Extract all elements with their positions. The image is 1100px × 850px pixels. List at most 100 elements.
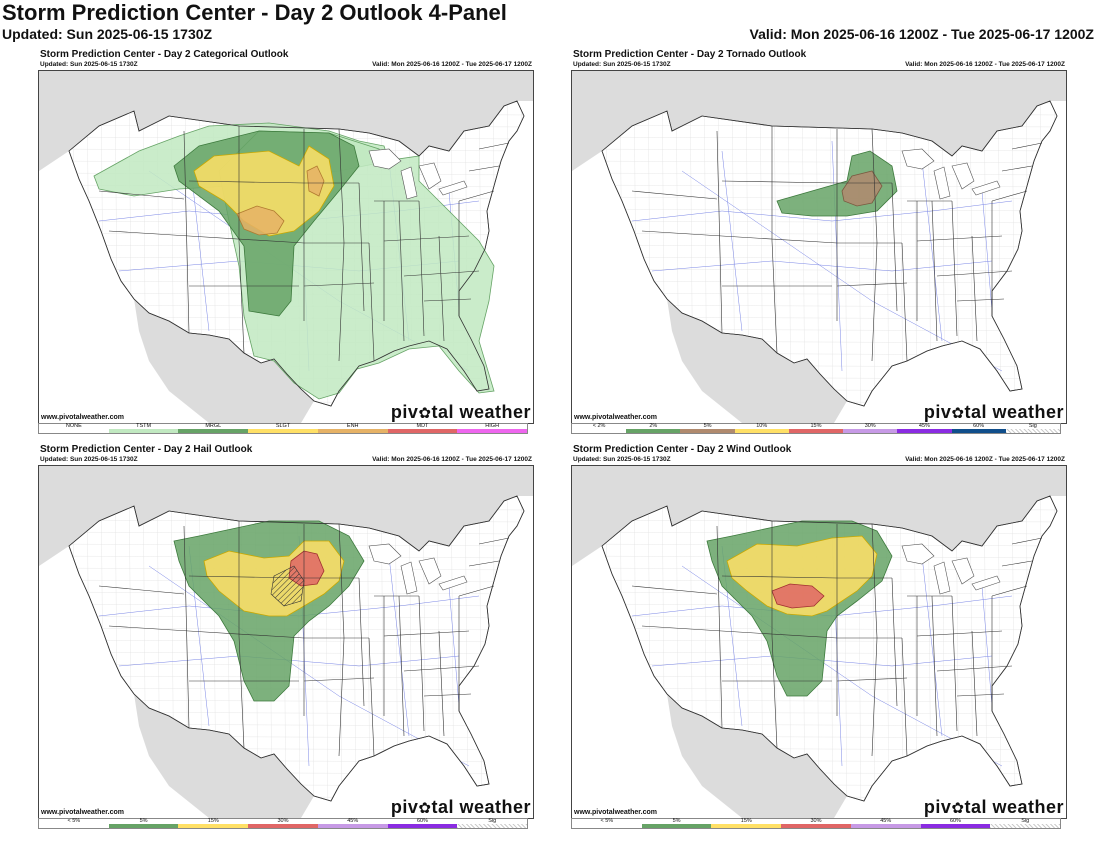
- legend-bar: NONE TSTM MRGL SLGT ENH MDT HIGH: [38, 423, 528, 434]
- legend-swatch: [39, 824, 109, 828]
- state-borders: [601, 495, 1058, 802]
- legend-label: 15%: [740, 818, 752, 824]
- logo-text-prefix: piv: [923, 797, 952, 817]
- legend-swatch: [108, 824, 179, 828]
- conus-map: [39, 466, 533, 818]
- map-frame: www.pivotalweather.com piv✿tal weather: [38, 70, 534, 424]
- legend-label: NONE: [65, 423, 82, 429]
- legend-item: SLGT: [248, 423, 318, 433]
- legend-label: Sig: [1021, 818, 1030, 824]
- legend-label: 5%: [139, 818, 148, 824]
- legend-item: TSTM: [108, 423, 179, 433]
- legend-item: < 5%: [39, 818, 109, 828]
- logo-text-suffix: tal weather: [431, 797, 531, 817]
- panel-wind: Storm Prediction Center - Day 2 Wind Out…: [571, 444, 1067, 829]
- legend-label: < 5%: [600, 818, 614, 824]
- legend-item: 45%: [850, 818, 921, 828]
- logo-text-prefix: piv: [923, 402, 952, 422]
- gear-icon: ✿: [951, 405, 965, 422]
- legend-swatch: [951, 429, 1006, 433]
- page-title: Storm Prediction Center - Day 2 Outlook …: [2, 0, 507, 25]
- legend-item: Sig: [457, 818, 528, 828]
- gear-icon: ✿: [418, 800, 432, 817]
- legend-swatch: [920, 824, 991, 828]
- legend-label: 60%: [949, 818, 961, 824]
- legend-swatch: [108, 429, 179, 433]
- risk-area-4: [236, 165, 325, 236]
- legend-swatch: [626, 429, 681, 433]
- legend-label: 45%: [347, 818, 359, 824]
- legend-label: 30%: [810, 818, 822, 824]
- legend-item: 60%: [920, 818, 991, 828]
- legend-item: 30%: [781, 818, 851, 828]
- risk-area-1: [726, 535, 878, 617]
- legend-swatch: [178, 429, 249, 433]
- panel-updated-time: Updated: Sun 2025-06-15 1730Z: [573, 61, 671, 68]
- legend-item: 5%: [641, 818, 712, 828]
- canada-landmass: [39, 466, 533, 566]
- legend-label: MDT: [416, 423, 429, 429]
- legend-item: ENH: [317, 423, 388, 433]
- map-frame: www.pivotalweather.com piv✿tal weather: [38, 465, 534, 819]
- great-lakes: [368, 148, 468, 200]
- legend-label: 5%: [703, 423, 712, 429]
- mexico-landmass: [134, 299, 314, 423]
- panel-title: Storm Prediction Center - Day 2 Hail Out…: [40, 444, 253, 455]
- page-updated-time: Updated: Sun 2025-06-15 1730Z: [2, 26, 213, 42]
- legend-swatch: [788, 429, 844, 433]
- conus-map: [39, 71, 533, 423]
- legend-item: 15%: [788, 423, 844, 433]
- legend-item: 45%: [317, 818, 388, 828]
- conus-map: [572, 71, 1066, 423]
- panel-hail: Storm Prediction Center - Day 2 Hail Out…: [38, 444, 534, 829]
- legend-label: Sig: [1028, 423, 1037, 429]
- logo-text-suffix: tal weather: [964, 402, 1064, 422]
- legend-item: HIGH: [457, 423, 528, 433]
- logo-text-prefix: piv: [390, 402, 419, 422]
- state-borders: [68, 100, 525, 407]
- legend-label: 5%: [672, 818, 681, 824]
- legend-label: 15%: [207, 818, 219, 824]
- legend-item: MRGL: [178, 423, 249, 433]
- logo-text-suffix: tal weather: [431, 402, 531, 422]
- legend-item: Sig: [1005, 423, 1060, 433]
- state-borders: [601, 100, 1058, 407]
- legend-label: 60%: [973, 423, 985, 429]
- legend-item: < 2%: [572, 423, 627, 433]
- legend-label: ENH: [346, 423, 359, 429]
- legend-swatch: [734, 429, 789, 433]
- legend-label: Sig: [488, 818, 497, 824]
- legend-label: 2%: [649, 423, 658, 429]
- legend-label: 30%: [864, 423, 876, 429]
- gear-icon: ✿: [418, 405, 432, 422]
- risk-area-2: [771, 583, 825, 609]
- legend-swatch: [781, 824, 851, 828]
- site-credit: www.pivotalweather.com: [574, 414, 657, 421]
- panel-title: Storm Prediction Center - Day 2 Tornado …: [573, 49, 807, 60]
- panel-valid-time: Valid: Mon 2025-06-16 1200Z - Tue 2025-0…: [372, 456, 532, 463]
- legend-swatch: [248, 429, 318, 433]
- legend-label: 10%: [756, 423, 768, 429]
- mexico-landmass: [134, 694, 314, 818]
- legend-swatch: [680, 429, 735, 433]
- panel-title: Storm Prediction Center - Day 2 Categori…: [40, 49, 289, 60]
- legend-swatch: [572, 429, 627, 433]
- canada-landmass: [572, 71, 1066, 171]
- map-frame: www.pivotalweather.com piv✿tal weather: [571, 70, 1067, 424]
- legend-label: 45%: [880, 818, 892, 824]
- legend-swatch: [178, 824, 249, 828]
- legend-label: < 2%: [592, 423, 606, 429]
- map-frame: www.pivotalweather.com piv✿tal weather: [571, 465, 1067, 819]
- pivotal-weather-logo: piv✿tal weather: [391, 797, 531, 818]
- legend-label: SLGT: [275, 423, 291, 429]
- legend-swatch: [39, 429, 109, 433]
- legend-item: MDT: [387, 423, 458, 433]
- legend-label: HIGH: [485, 423, 500, 429]
- significant-hatch-area: [270, 565, 305, 607]
- legend-label: TSTM: [136, 423, 152, 429]
- site-credit: www.pivotalweather.com: [41, 414, 124, 421]
- page-valid-time: Valid: Mon 2025-06-16 1200Z - Tue 2025-0…: [749, 26, 1094, 42]
- legend-item: 5%: [680, 423, 735, 433]
- legend-label: 45%: [918, 423, 930, 429]
- panel-valid-time: Valid: Mon 2025-06-16 1200Z - Tue 2025-0…: [372, 61, 532, 68]
